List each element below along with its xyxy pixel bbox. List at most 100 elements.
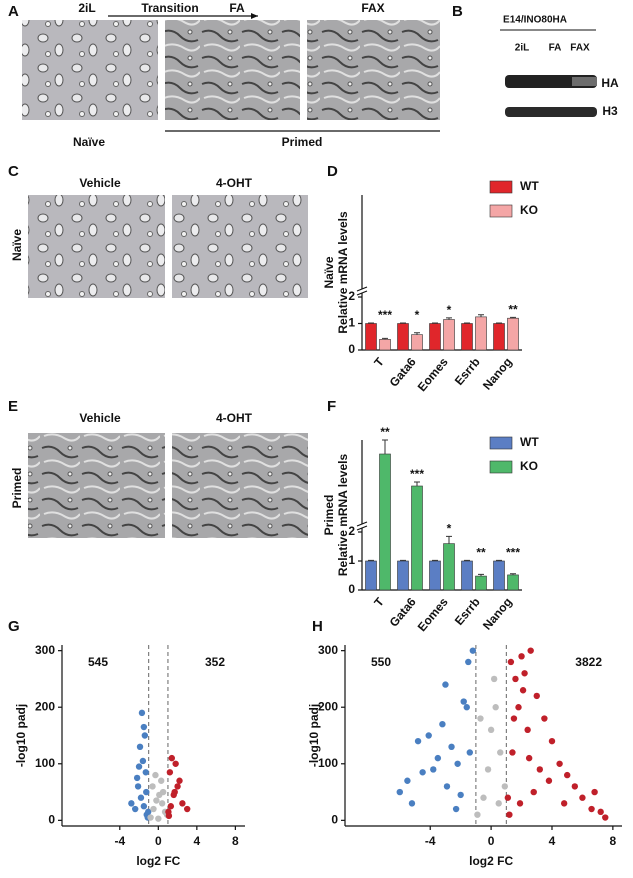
point xyxy=(484,766,492,773)
label: 2iL xyxy=(515,43,529,54)
x-tick-label: Nanog xyxy=(480,595,515,633)
label: FA xyxy=(229,1,245,15)
x-tick-label: Gata6 xyxy=(387,355,419,390)
y-tick-label: 300 xyxy=(318,643,338,657)
x-tick-label: 4 xyxy=(193,834,200,848)
y-axis-label: -log10 padj xyxy=(307,704,321,767)
error-bar xyxy=(368,322,374,324)
x-axis-label: log2 FC xyxy=(136,854,180,868)
bar xyxy=(461,560,473,591)
significance: * xyxy=(447,303,452,317)
label: FAX xyxy=(361,1,384,15)
point xyxy=(509,749,516,756)
error-bar xyxy=(432,322,438,324)
point xyxy=(168,754,175,762)
point xyxy=(527,647,534,654)
point xyxy=(487,726,495,734)
x-tick-label: 4 xyxy=(549,834,556,848)
panel-letter: H xyxy=(312,618,323,635)
y-tick-label: 300 xyxy=(35,643,55,657)
point xyxy=(138,709,146,717)
bar xyxy=(443,543,455,591)
count-label: 545 xyxy=(88,655,108,669)
bar xyxy=(461,323,473,351)
point xyxy=(172,760,179,767)
point xyxy=(556,760,563,767)
micrograph xyxy=(22,20,158,120)
x-tick-label: 0 xyxy=(488,834,495,848)
point xyxy=(153,797,160,804)
point xyxy=(602,814,609,821)
legend-label: KO xyxy=(520,459,538,473)
error-bar xyxy=(400,322,406,324)
bar xyxy=(365,323,377,351)
bar xyxy=(379,339,391,351)
legend-swatch xyxy=(489,204,513,218)
point xyxy=(466,749,474,756)
error-bar xyxy=(478,573,484,577)
legend-label: WT xyxy=(520,435,539,449)
bar xyxy=(493,323,505,351)
error-bar xyxy=(414,332,420,335)
significance: * xyxy=(447,522,452,536)
error-bar xyxy=(382,439,388,454)
label: FAX xyxy=(570,43,590,54)
point xyxy=(430,766,437,773)
point xyxy=(404,777,411,784)
x-axis-label: log2 FC xyxy=(469,854,513,868)
point xyxy=(396,788,403,796)
x-tick-label: Eomes xyxy=(415,355,451,394)
label: E14/INO80HA xyxy=(503,15,567,26)
y-tick-label: 200 xyxy=(35,699,55,713)
bar xyxy=(475,316,487,351)
point xyxy=(434,754,442,762)
point xyxy=(536,766,544,773)
point xyxy=(480,794,487,801)
label: H3 xyxy=(602,104,618,118)
point xyxy=(507,658,515,666)
point xyxy=(150,805,157,813)
point xyxy=(171,788,178,796)
y-tick-label: 200 xyxy=(318,699,338,713)
point xyxy=(501,783,509,790)
x-tick-label: T xyxy=(371,594,387,609)
y-tick-label: 1 xyxy=(348,553,355,567)
micrograph xyxy=(172,433,308,538)
x-tick-label: T xyxy=(371,354,387,369)
point xyxy=(137,794,145,801)
point xyxy=(519,687,527,694)
point xyxy=(408,800,416,807)
bar xyxy=(379,453,391,591)
point xyxy=(533,692,540,700)
point xyxy=(158,777,165,784)
x-tick-label: Gata6 xyxy=(387,595,419,630)
point xyxy=(515,704,522,711)
panel-letters: A B C D E F G H xyxy=(8,3,463,635)
point xyxy=(495,800,502,807)
point xyxy=(414,737,422,745)
point xyxy=(506,811,513,818)
arrow-head xyxy=(251,13,258,19)
bar xyxy=(397,323,409,351)
point xyxy=(152,771,159,779)
point xyxy=(442,681,449,688)
error-bar xyxy=(464,322,470,324)
axis-break xyxy=(356,286,368,292)
point xyxy=(448,743,455,751)
error-bar xyxy=(446,535,452,544)
bar xyxy=(411,334,423,351)
bar xyxy=(443,319,455,351)
point xyxy=(588,805,595,813)
point xyxy=(174,783,181,790)
axis-break xyxy=(356,521,368,527)
point xyxy=(134,783,142,790)
count-label: 3822 xyxy=(575,655,602,669)
point xyxy=(147,814,154,821)
panel-e: Vehicle 4-OHT Primed xyxy=(10,411,308,538)
point xyxy=(591,788,598,796)
point xyxy=(142,769,149,776)
point xyxy=(133,774,141,782)
point xyxy=(545,777,553,784)
significance: *** xyxy=(410,467,424,481)
y-tick-label: 100 xyxy=(35,756,55,770)
